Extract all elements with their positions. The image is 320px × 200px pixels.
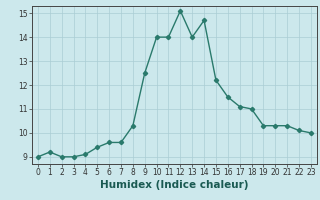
X-axis label: Humidex (Indice chaleur): Humidex (Indice chaleur) xyxy=(100,180,249,190)
